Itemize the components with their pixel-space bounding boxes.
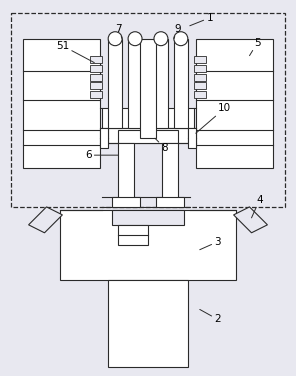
Bar [188, 128, 196, 148]
Bar [128, 39, 142, 128]
Bar [154, 39, 168, 128]
Polygon shape [28, 207, 62, 233]
Bar [174, 39, 188, 128]
Ellipse shape [108, 32, 122, 45]
Bar [108, 280, 188, 367]
Bar [194, 56, 206, 62]
Bar [118, 143, 134, 203]
Bar [140, 39, 156, 138]
Bar [194, 91, 206, 99]
Bar [108, 128, 188, 143]
Bar [108, 39, 122, 128]
Bar [194, 82, 206, 89]
Text: 6: 6 [85, 150, 118, 160]
Ellipse shape [154, 32, 168, 45]
Bar [100, 128, 108, 148]
Text: 2: 2 [200, 309, 221, 324]
Bar [90, 91, 102, 99]
Bar [102, 108, 194, 128]
Text: 3: 3 [200, 237, 221, 250]
Bar [196, 39, 274, 168]
Bar [90, 65, 102, 71]
Bar [156, 197, 184, 207]
Text: 10: 10 [196, 103, 231, 133]
Text: 4: 4 [252, 195, 263, 218]
Ellipse shape [174, 32, 188, 45]
Bar [194, 74, 206, 80]
Bar [118, 130, 178, 143]
Bar [90, 82, 102, 89]
Bar [60, 210, 236, 280]
Bar [194, 65, 206, 71]
Text: 8: 8 [155, 138, 168, 153]
Ellipse shape [128, 32, 142, 45]
Bar [90, 56, 102, 62]
Text: 5: 5 [250, 38, 261, 56]
Bar [118, 225, 148, 245]
Text: 1: 1 [190, 13, 213, 26]
Bar [162, 143, 178, 203]
Polygon shape [234, 207, 268, 233]
Text: 51: 51 [56, 41, 94, 62]
Bar [112, 210, 184, 225]
Text: 9: 9 [174, 24, 181, 39]
Bar [22, 39, 100, 168]
Bar [11, 13, 285, 207]
Text: 7: 7 [115, 24, 122, 39]
Bar [90, 74, 102, 80]
Bar [112, 197, 140, 207]
